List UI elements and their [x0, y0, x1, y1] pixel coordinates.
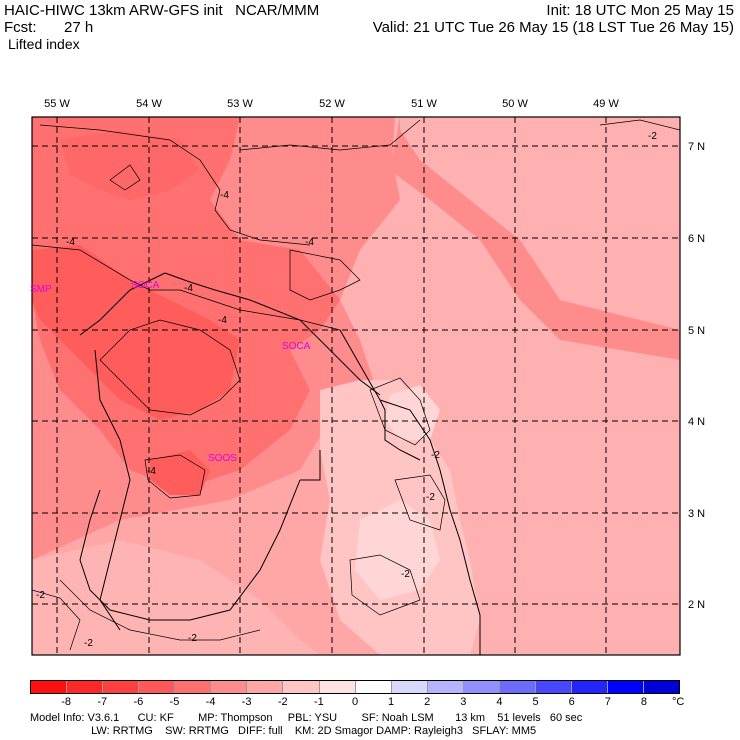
field-name: Lifted index	[8, 36, 80, 52]
colorbar-tick-label: 4	[496, 696, 503, 708]
colorbar-tick-label: -3	[241, 696, 252, 708]
colorbar-swatch	[535, 681, 572, 693]
station-label: SOOS	[208, 453, 237, 464]
lon-label: 51 W	[411, 98, 437, 110]
lat-label: 6 N	[688, 233, 705, 245]
colorbar-tick-label: -7	[97, 696, 108, 708]
contour-label: -2	[426, 492, 435, 503]
colorbar-swatch	[103, 681, 140, 693]
colorbar-tick-label: -8	[61, 696, 71, 708]
lat-label: 2 N	[688, 599, 705, 611]
colorbar	[30, 680, 680, 694]
colorbar-swatch	[211, 681, 248, 693]
colorbar-swatch	[463, 681, 500, 693]
lon-label: 52 W	[319, 98, 345, 110]
colorbar-tick-label: -1	[313, 696, 324, 708]
colorbar-swatch	[247, 681, 284, 693]
color-fill-layer	[32, 117, 680, 655]
init-time: Init: 18 UTC Mon 25 May 15	[546, 2, 734, 19]
contour-label: -4	[220, 190, 229, 201]
colorbar-swatch	[391, 681, 428, 693]
lon-label: 53 W	[227, 98, 253, 110]
plot-title: HAIC-HIWC 13km ARW-GFS init NCAR/MMM	[4, 2, 320, 19]
lat-label: 4 N	[688, 416, 705, 428]
contour-label: -4	[66, 237, 75, 248]
colorbar-swatch	[427, 681, 464, 693]
model-info-line1: Model Info: V3.6.1 CU: KF MP: Thompson P…	[30, 712, 583, 724]
coastlines-borders	[79, 272, 481, 655]
lat-label: 7 N	[688, 141, 705, 153]
station-label: SMP	[30, 284, 52, 295]
contour-label: -2	[648, 131, 657, 142]
colorbar-tick-label: 5	[532, 696, 539, 708]
contour-label: -4	[147, 466, 156, 477]
colorbar-tick-label: 2	[424, 696, 431, 708]
colorbar-swatch	[31, 681, 68, 693]
lon-label: 49 W	[593, 98, 619, 110]
contour-label: -2	[188, 633, 197, 644]
colorbar-tick-label: -4	[205, 696, 216, 708]
contour-label: -4	[184, 283, 193, 294]
colorbar-tick-label: -2	[277, 696, 288, 708]
colorbar-swatch	[355, 681, 392, 693]
colorbar-tick-label: -6	[133, 696, 144, 708]
colorbar-tick-label: 8	[640, 696, 647, 708]
map-frame	[31, 116, 681, 656]
colorbar-swatch	[499, 681, 536, 693]
colorbar-swatch	[139, 681, 176, 693]
colorbar-swatch	[175, 681, 212, 693]
lon-label: 55 W	[44, 98, 70, 110]
lat-label: 5 N	[688, 325, 705, 337]
colorbar-swatch	[67, 681, 104, 693]
lat-label: 3 N	[688, 508, 705, 520]
contour-label: -2	[36, 590, 45, 601]
forecast-hour: 27 h	[64, 19, 94, 36]
colorbar-tick-label: 3	[460, 696, 467, 708]
lon-label: 50 W	[502, 98, 528, 110]
colorbar-unit: °C	[672, 696, 685, 708]
colorbar-swatch	[644, 681, 680, 693]
valid-time: Valid: 21 UTC Tue 26 May 15 (18 LST Tue …	[372, 19, 734, 36]
colorbar-tick-label: 7	[604, 696, 611, 708]
colorbar-swatch	[608, 681, 645, 693]
contour-label: -4	[218, 315, 227, 326]
colorbar-tick-label: 6	[568, 696, 575, 708]
contour-label: -2	[431, 450, 440, 461]
forecast-label: Fcst:	[4, 19, 37, 36]
station-label: SOCA	[131, 280, 160, 291]
contour-lines	[32, 119, 680, 651]
colorbar-swatch	[283, 681, 320, 693]
colorbar-tick-label: 0	[351, 696, 359, 708]
lon-label: 54 W	[136, 98, 162, 110]
contour-label: -4	[305, 237, 314, 248]
contour-label: -2	[84, 638, 93, 649]
graticule	[32, 117, 680, 655]
contour-label: -2	[401, 569, 410, 580]
model-info-line2: LW: RRTMG SW: RRTMG DIFF: full KM: 2D Sm…	[30, 725, 537, 737]
colorbar-tick-label: -5	[169, 696, 180, 708]
station-label: SOCA	[282, 341, 311, 352]
colorbar-tick-label: 1	[388, 696, 395, 708]
colorbar-swatch	[571, 681, 608, 693]
colorbar-swatch	[319, 681, 356, 693]
